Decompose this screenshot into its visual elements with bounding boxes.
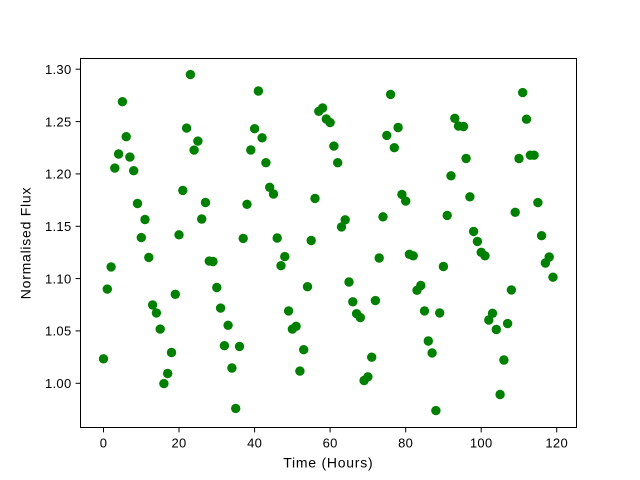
svg-text:1.20: 1.20 — [45, 167, 72, 182]
svg-text:40: 40 — [247, 435, 262, 450]
svg-text:1.00: 1.00 — [45, 376, 72, 391]
svg-text:80: 80 — [398, 435, 413, 450]
svg-text:1.05: 1.05 — [45, 324, 72, 339]
svg-text:0: 0 — [100, 435, 108, 450]
svg-text:1.30: 1.30 — [45, 62, 72, 77]
svg-text:20: 20 — [171, 435, 186, 450]
svg-text:120: 120 — [545, 435, 568, 450]
svg-text:1.10: 1.10 — [45, 271, 72, 286]
svg-text:1.25: 1.25 — [45, 114, 72, 129]
svg-text:Time (Hours): Time (Hours) — [283, 455, 373, 471]
svg-text:Normalised Flux: Normalised Flux — [18, 187, 34, 299]
svg-text:60: 60 — [323, 435, 338, 450]
svg-text:1.15: 1.15 — [45, 219, 72, 234]
svg-text:100: 100 — [470, 435, 493, 450]
